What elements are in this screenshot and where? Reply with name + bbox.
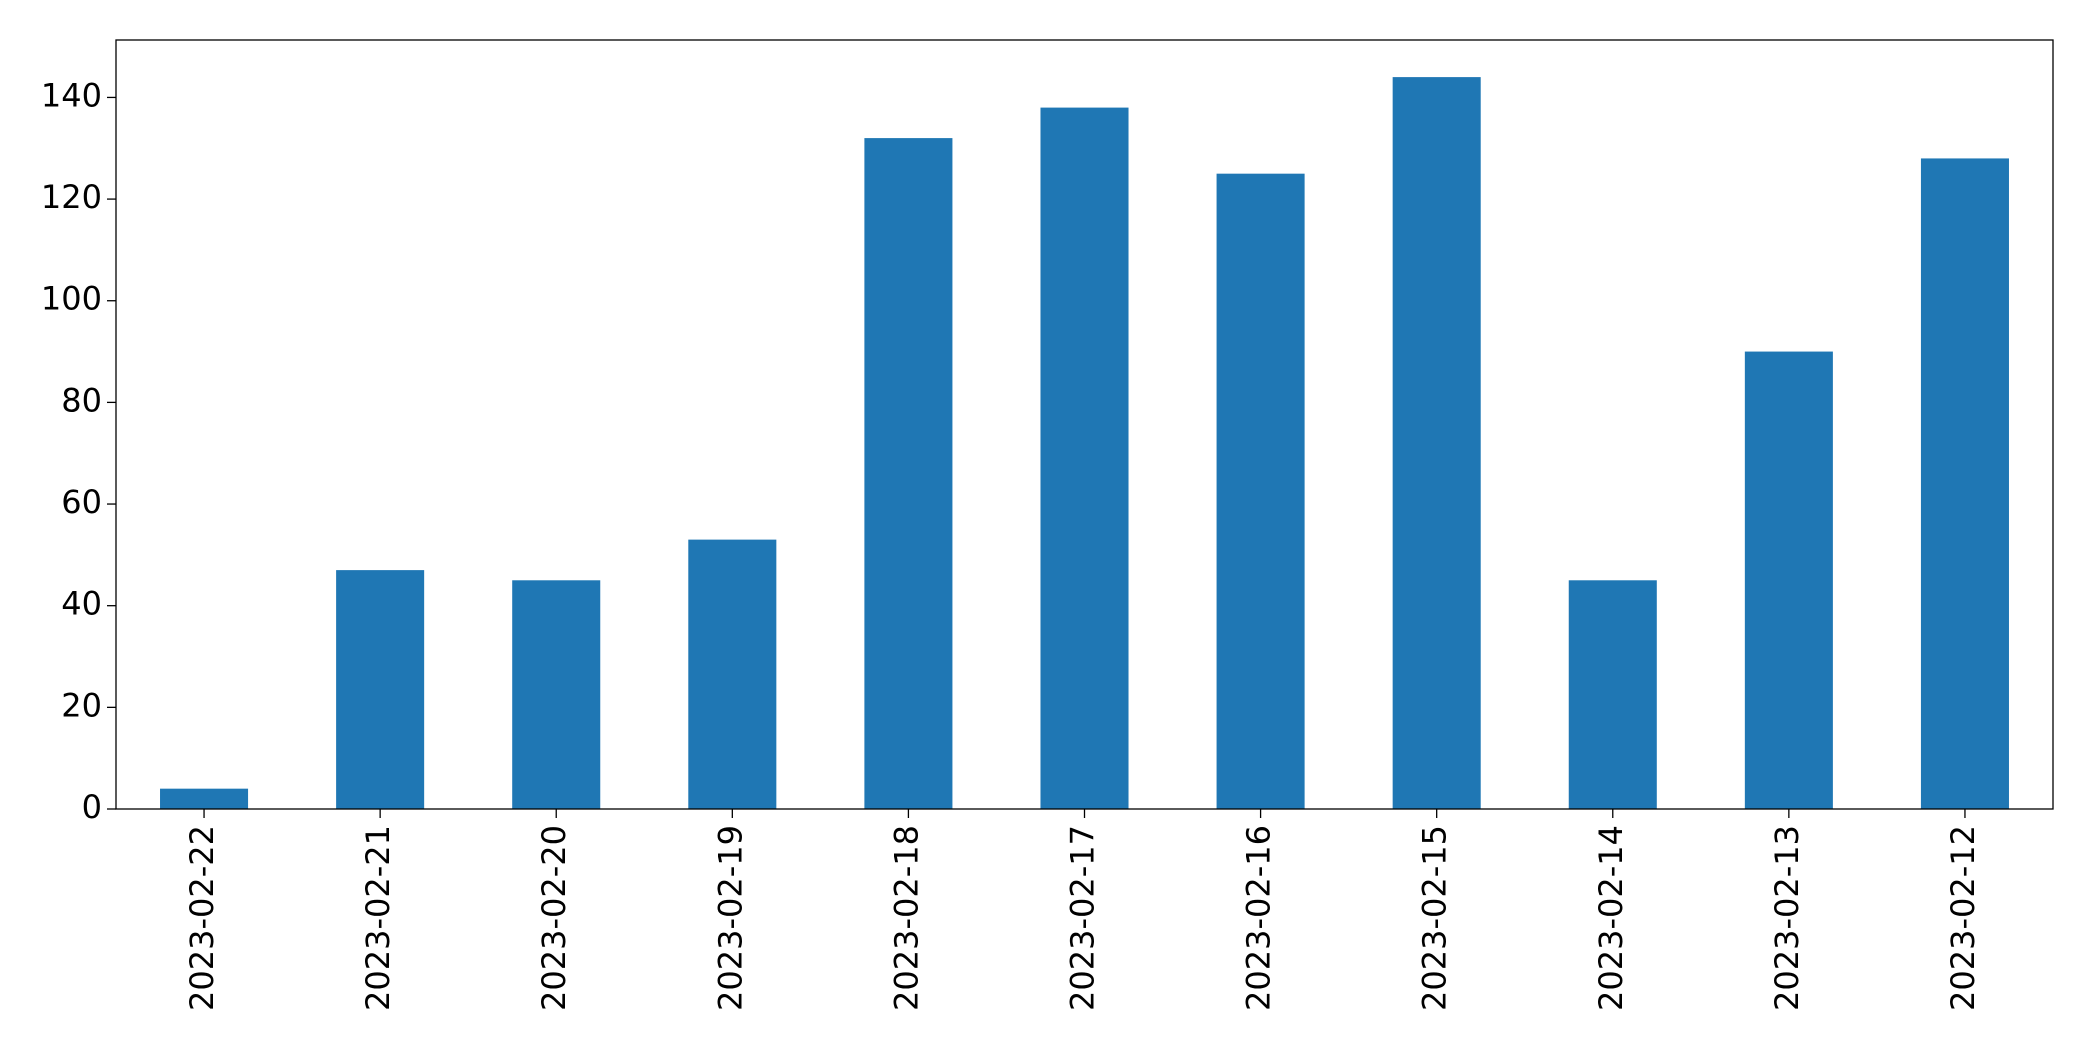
bar — [1568, 580, 1657, 809]
y-tick-label: 140 — [41, 76, 102, 114]
x-tick-label: 2023-02-19 — [711, 825, 749, 1011]
x-tick-label: 2023-02-20 — [535, 825, 573, 1011]
bar — [160, 788, 249, 809]
bar — [1216, 173, 1305, 809]
bar — [1040, 107, 1129, 809]
x-tick-label: 2023-02-22 — [183, 825, 221, 1011]
bar — [1392, 77, 1481, 810]
x-tick-label: 2023-02-12 — [1944, 825, 1982, 1011]
x-tick-label: 2023-02-16 — [1240, 825, 1278, 1011]
y-tick-label: 60 — [61, 483, 102, 521]
x-tick-label: 2023-02-21 — [359, 825, 397, 1011]
y-tick-label: 120 — [41, 178, 102, 216]
bar — [1920, 158, 2009, 809]
bar — [1744, 351, 1833, 809]
x-tick-label: 2023-02-14 — [1592, 825, 1630, 1011]
plot-frame — [115, 39, 2054, 810]
bar — [336, 570, 425, 809]
x-tick-label: 2023-02-17 — [1064, 825, 1102, 1011]
y-tick-label: 80 — [61, 381, 102, 419]
x-tick-label: 2023-02-15 — [1416, 825, 1454, 1011]
x-tick-label: 2023-02-18 — [887, 825, 925, 1011]
bar — [864, 138, 953, 810]
y-tick-label: 100 — [41, 280, 102, 318]
y-tick-label: 40 — [61, 585, 102, 623]
bar — [688, 539, 777, 809]
y-tick-label: 0 — [82, 788, 102, 826]
y-tick-label: 20 — [61, 686, 102, 724]
bar — [512, 580, 601, 809]
x-tick-label: 2023-02-13 — [1768, 825, 1806, 1011]
